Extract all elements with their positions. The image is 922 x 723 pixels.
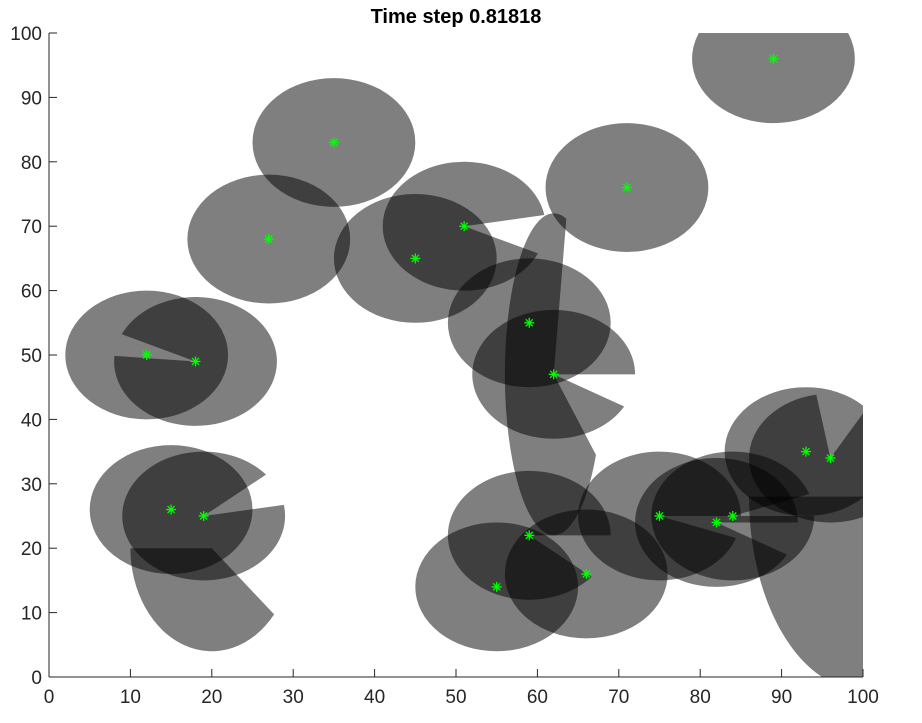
x-tick-label-4: 40: [364, 687, 385, 708]
axes: 0 10 20 30 40 50 60 70 80 90 100 0 10 20 30 40 50 60 70 80 9…: [10, 24, 879, 708]
agent-marker-19: [825, 453, 836, 464]
y-tick-label-2: 20: [21, 539, 42, 560]
agent-marker-15: [654, 511, 665, 521]
agent-marker-8: [524, 317, 535, 328]
agent-marker-7: [459, 221, 470, 232]
x-tick-label-5: 50: [445, 687, 466, 708]
agent-marker-14: [581, 568, 592, 579]
agent-marker-4: [263, 234, 274, 245]
y-tick-label-10: 100: [10, 24, 42, 45]
agent-marker-16: [711, 517, 722, 528]
agent-marker-17: [727, 511, 738, 521]
agent-marker-18-stroke-3: [802, 447, 810, 456]
y-tick-label-9: 90: [21, 88, 42, 109]
agent-marker-3-stroke-3: [199, 512, 208, 520]
y-tick-label-0: 0: [31, 668, 42, 689]
agent-marker-5: [328, 137, 339, 148]
y-tick-label-1: 10: [21, 604, 42, 625]
x-tick-label-6: 60: [527, 687, 548, 708]
agent-marker-0: [141, 350, 152, 360]
y-tick-label-7: 70: [21, 217, 42, 238]
agent-marker-3: [198, 511, 209, 521]
y-tick-label-3: 30: [21, 475, 42, 496]
agent-marker-17-stroke-3: [728, 512, 737, 520]
x-tick-label-3: 30: [283, 687, 304, 708]
agent-marker-8-stroke-3: [525, 318, 534, 327]
x-tick-label-0: 0: [44, 687, 55, 708]
coverage-ellipse-13: [692, 33, 855, 124]
chart-title: Time step 0.81818: [371, 6, 542, 28]
agent-markers: [141, 53, 836, 592]
agent-marker-2-stroke-3: [167, 505, 176, 514]
agent-marker-4-stroke-3: [264, 235, 273, 244]
agent-marker-9-stroke-3: [549, 370, 558, 379]
agent-marker-10-stroke-3: [622, 183, 631, 192]
agent-marker-2: [166, 504, 177, 515]
agent-marker-14-stroke-3: [582, 570, 591, 578]
agent-marker-9: [548, 369, 559, 380]
y-tick-label-5: 50: [21, 346, 42, 367]
coverage-sector-22: [749, 496, 863, 677]
agent-marker-7-stroke-3: [460, 222, 469, 231]
agent-marker-16-stroke-3: [712, 518, 721, 527]
x-tick-label-7: 70: [608, 687, 629, 708]
agent-marker-11-stroke-3: [769, 54, 778, 63]
x-tick-label-8: 80: [690, 687, 711, 708]
y-tick-label-6: 60: [21, 282, 42, 303]
agent-marker-19-stroke-3: [826, 454, 835, 462]
agent-marker-1: [190, 356, 201, 367]
x-tick-label-1: 10: [120, 687, 141, 708]
agent-marker-13-stroke-3: [492, 582, 501, 591]
agent-marker-18: [801, 446, 812, 457]
agent-marker-15-stroke-3: [655, 512, 664, 520]
agent-marker-13: [491, 581, 502, 592]
agent-marker-12-stroke-3: [525, 531, 534, 540]
x-tick-label-10: 100: [847, 687, 879, 708]
coverage-sector-4: [130, 548, 275, 652]
agent-marker-11: [768, 53, 779, 64]
agent-marker-1-stroke-3: [191, 357, 200, 366]
y-tick-label-4: 40: [21, 410, 42, 431]
x-tick-label-2: 20: [201, 687, 222, 708]
agent-marker-0-stroke-3: [142, 351, 151, 359]
agent-marker-10: [621, 182, 632, 193]
x-tick-label-9: 90: [771, 687, 792, 708]
agent-marker-6-stroke-3: [411, 254, 420, 263]
agent-marker-5-stroke-3: [329, 138, 338, 147]
coverage-sector-21: [749, 394, 863, 523]
agent-marker-6: [410, 253, 421, 264]
y-tick-label-8: 80: [21, 153, 42, 174]
agent-marker-12: [524, 530, 535, 541]
